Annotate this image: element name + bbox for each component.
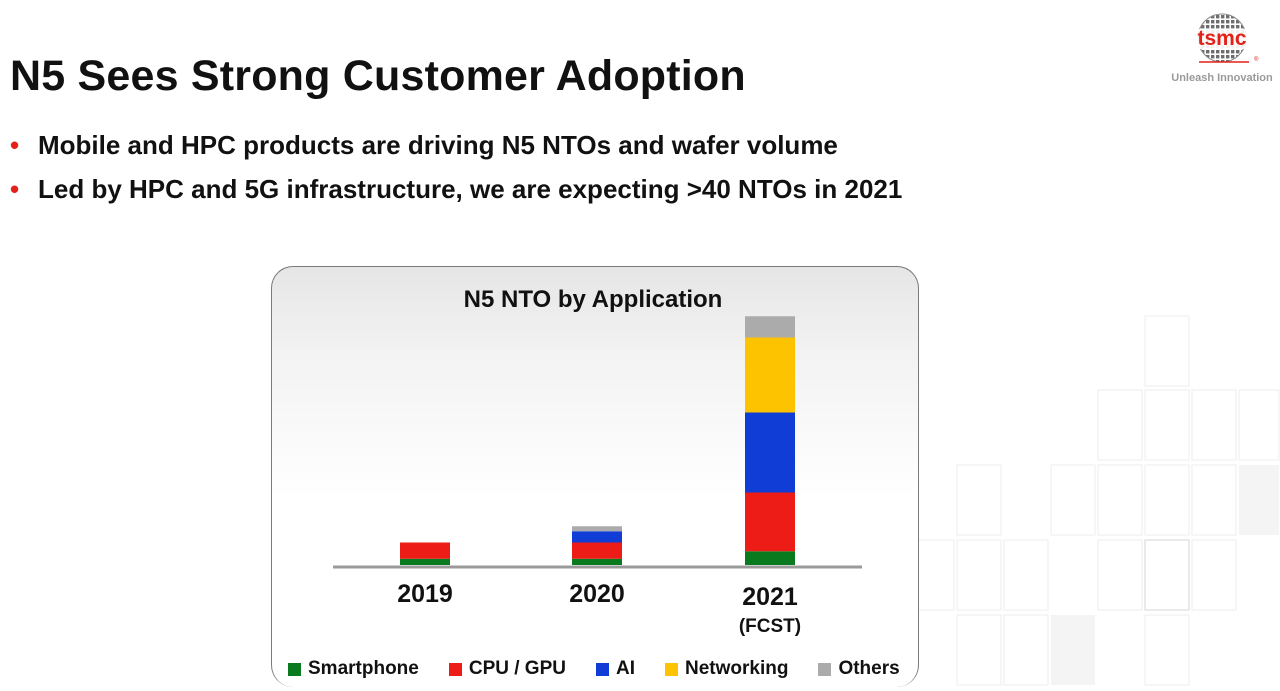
bullet-text: Led by HPC and 5G infrastructure, we are…: [38, 174, 903, 204]
bullet-text: Mobile and HPC products are driving N5 N…: [38, 130, 838, 160]
legend-swatch: [664, 662, 678, 676]
legend-item-ai: AI: [595, 658, 635, 680]
legend-swatch: [288, 662, 301, 676]
bar-segment-smartphone-2020: [572, 558, 622, 565]
bar-segment-ai-2021: [745, 412, 795, 493]
chart-title: N5 NTO by Application: [464, 286, 723, 313]
bar-segment-ai-2020: [572, 531, 622, 543]
x-tick-label-2021: 2021: [742, 583, 798, 611]
bullet-marker: •: [10, 130, 20, 160]
x-tick-labels: 2019 2020 2021 (FCST): [397, 580, 801, 637]
legend-item-cpu-gpu: CPU / GPU: [448, 658, 566, 680]
bar-segment-smartphone-2019: [400, 558, 450, 565]
legend-swatch: [818, 662, 832, 676]
tsmc-logo: tsmc ®: [1190, 13, 1259, 63]
legend-swatch: [595, 662, 609, 676]
legend-label: Smartphone: [308, 658, 419, 679]
bar-segment-smartphone-2021: [745, 551, 795, 565]
bullet-item: • Led by HPC and 5G infrastructure, we a…: [10, 174, 902, 218]
slide-title: N5 Sees Strong Customer Adoption: [10, 52, 746, 100]
chart-legend: Smartphone CPU / GPU AI Networking Others: [288, 658, 900, 680]
legend-label: AI: [615, 658, 635, 679]
legend-label: Networking: [684, 658, 789, 679]
bar-segment-cpu-gpu-2019: [400, 542, 450, 559]
bullet-marker: •: [10, 174, 20, 204]
legend-item-smartphone: Smartphone: [288, 658, 419, 680]
registered-mark: ®: [1254, 56, 1259, 63]
legend-swatch: [448, 662, 462, 676]
bar-segment-cpu-gpu-2020: [572, 542, 622, 559]
legend-label: Others: [838, 658, 900, 679]
bar-segment-networking-2021: [745, 337, 795, 413]
logo-slogan: Unleash Innovation: [1171, 72, 1273, 84]
logo-wordmark: tsmc: [1197, 27, 1246, 50]
legend-label: CPU / GPU: [468, 658, 566, 679]
bullet-item: • Mobile and HPC products are driving N5…: [10, 130, 902, 174]
x-tick-label-2019: 2019: [397, 580, 453, 608]
x-tick-sublabel-2021: (FCST): [739, 616, 801, 637]
bar-segment-cpu-gpu-2021: [745, 492, 795, 552]
bar-segment-others-2020: [572, 526, 622, 532]
bar-segment-others-2021: [745, 316, 795, 338]
legend-item-others: Others: [818, 658, 900, 680]
bar-group: [400, 316, 795, 565]
legend-item-networking: Networking: [664, 658, 789, 680]
chart-panel: [271, 266, 919, 687]
bullet-list: • Mobile and HPC products are driving N5…: [10, 130, 902, 218]
x-tick-label-2020: 2020: [569, 580, 625, 608]
